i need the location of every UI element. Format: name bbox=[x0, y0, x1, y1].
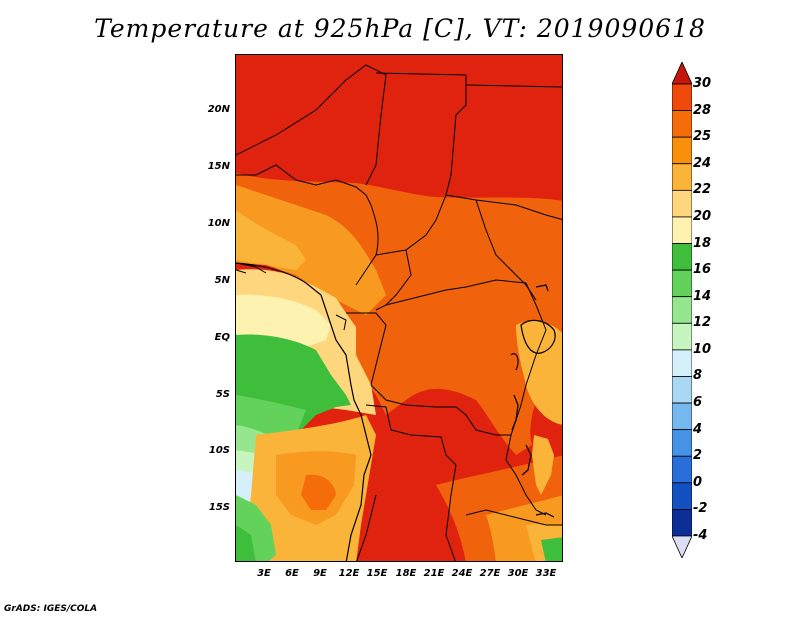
colorbar-swatch bbox=[672, 482, 692, 510]
lat-label: 20N bbox=[207, 104, 230, 115]
map-title: Temperature at 925hPa [C], VT: 201909061… bbox=[94, 14, 706, 43]
colorbar-label: 30 bbox=[693, 76, 712, 91]
lon-label: 3E bbox=[257, 568, 271, 579]
colorbar-label: 12 bbox=[693, 315, 712, 331]
colorbar-label: 28 bbox=[693, 102, 712, 118]
colorbar-over-triangle bbox=[672, 62, 692, 85]
lon-label: 18E bbox=[395, 568, 417, 579]
colorbar-label: 8 bbox=[693, 368, 703, 384]
lat-label: 15N bbox=[207, 161, 230, 172]
colorbar-label: 20 bbox=[693, 208, 712, 224]
temperature-map bbox=[235, 54, 563, 562]
credit-label: GrADS: IGES/COLA bbox=[4, 604, 98, 614]
colorbar-under-triangle bbox=[672, 535, 692, 558]
colorbar-swatch bbox=[672, 216, 692, 244]
colorbar-label: 22 bbox=[693, 182, 712, 198]
lat-label: 10S bbox=[208, 445, 230, 456]
colorbar-label: 0 bbox=[693, 474, 703, 490]
colorbar-label: 2 bbox=[693, 448, 703, 464]
colorbar-label: 18 bbox=[693, 235, 712, 251]
lon-label: 27E bbox=[479, 568, 501, 579]
colorbar-swatch bbox=[672, 509, 692, 537]
coastline bbox=[236, 262, 372, 561]
colorbar-label: 24 bbox=[693, 155, 712, 171]
colorbar-swatch bbox=[672, 243, 692, 271]
lat-label: 10N bbox=[207, 218, 230, 229]
colorbar-label: 25 bbox=[693, 129, 712, 145]
colorbar-label: 6 bbox=[693, 395, 703, 411]
lon-label: 9E bbox=[313, 568, 327, 579]
colorbar-label: -4 bbox=[693, 528, 708, 543]
colorbar bbox=[672, 62, 692, 558]
colorbar-swatch bbox=[672, 136, 692, 165]
lon-label: 6E bbox=[285, 568, 299, 579]
country-borders bbox=[236, 64, 562, 561]
colorbar-swatch bbox=[672, 189, 692, 218]
lon-label: 33E bbox=[535, 568, 557, 579]
lat-label: 5N bbox=[214, 275, 230, 286]
lat-label: EQ bbox=[214, 332, 230, 343]
colorbar-label: 10 bbox=[693, 341, 712, 357]
colorbar-label: 4 bbox=[693, 421, 703, 437]
colorbar-swatch bbox=[672, 322, 692, 351]
colorbar-swatch bbox=[672, 110, 692, 138]
lon-label: 12E bbox=[338, 568, 360, 579]
lon-label: 15E bbox=[366, 568, 388, 579]
colorbar-swatch bbox=[672, 376, 692, 404]
colorbar-swatch bbox=[672, 269, 692, 298]
colorbar-label: -2 bbox=[693, 501, 708, 517]
band-24-25 bbox=[236, 185, 386, 315]
colorbar-swatch bbox=[672, 455, 692, 484]
colorbar-swatch bbox=[672, 429, 692, 457]
temperature-field bbox=[236, 55, 562, 561]
colorbar-swatch bbox=[672, 296, 692, 324]
band-18-20 bbox=[236, 294, 331, 347]
colorbar-swatch bbox=[672, 83, 692, 111]
colorbar-label: 16 bbox=[693, 262, 712, 278]
lat-label: 5S bbox=[215, 389, 230, 400]
colorbar-swatch bbox=[672, 402, 692, 431]
lon-label: 21E bbox=[423, 568, 445, 579]
lat-label: 15S bbox=[208, 502, 230, 513]
lakes bbox=[510, 284, 556, 518]
lon-label: 24E bbox=[451, 568, 473, 579]
colorbar-label: 14 bbox=[693, 288, 712, 304]
colorbar-swatch bbox=[672, 349, 692, 377]
colorbar-swatch bbox=[672, 163, 692, 191]
lon-label: 30E bbox=[507, 568, 529, 579]
